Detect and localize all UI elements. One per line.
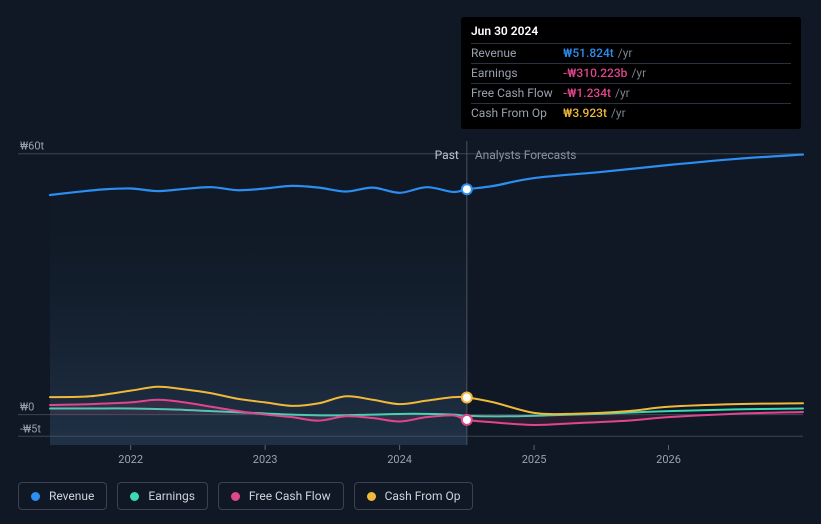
svg-text:₩60t: ₩60t <box>20 140 45 153</box>
tooltip-unit: /yr <box>611 105 626 122</box>
svg-text:₩0: ₩0 <box>20 401 34 414</box>
tooltip-metric-label: Earnings <box>471 65 563 82</box>
tooltip-row: Revenue₩51.824t/yr <box>471 43 791 63</box>
tooltip-unit: /yr <box>618 45 633 62</box>
chart-tooltip: Jun 30 2024 Revenue₩51.824t/yrEarnings-₩… <box>461 17 801 129</box>
svg-text:2025: 2025 <box>522 453 547 466</box>
legend-label: Revenue <box>49 489 94 503</box>
svg-text:-₩5t: -₩5t <box>20 422 41 435</box>
tooltip-metric-value: ₩51.824t <box>563 45 614 62</box>
legend-label: Cash From Op <box>385 489 461 503</box>
tooltip-row: Earnings-₩310.223b/yr <box>471 63 791 83</box>
legend-item-earnings[interactable]: Earnings <box>117 482 208 510</box>
tooltip-row: Cash From Op₩3.923t/yr <box>471 103 791 123</box>
legend-item-cash_from_op[interactable]: Cash From Op <box>354 482 474 510</box>
chart-legend: Revenue Earnings Free Cash Flow Cash From O… <box>18 482 473 510</box>
svg-text:2022: 2022 <box>118 453 143 466</box>
svg-text:2024: 2024 <box>387 453 412 466</box>
tooltip-metric-value: -₩1.234t <box>563 85 611 102</box>
tooltip-unit: /yr <box>615 85 630 102</box>
svg-text:Analysts Forecasts: Analysts Forecasts <box>475 148 577 162</box>
tooltip-metric-label: Cash From Op <box>471 105 563 122</box>
tooltip-metric-value: -₩310.223b <box>563 65 627 82</box>
tooltip-date: Jun 30 2024 <box>471 23 791 43</box>
legend-swatch <box>231 492 240 501</box>
legend-swatch <box>31 492 40 501</box>
legend-label: Earnings <box>148 489 195 503</box>
legend-item-free_cash_flow[interactable]: Free Cash Flow <box>218 482 344 510</box>
tooltip-metric-label: Free Cash Flow <box>471 85 563 102</box>
svg-text:2026: 2026 <box>656 453 681 466</box>
legend-swatch <box>367 492 376 501</box>
tooltip-metric-label: Revenue <box>471 45 563 62</box>
legend-swatch <box>130 492 139 501</box>
svg-text:2023: 2023 <box>253 453 278 466</box>
legend-item-revenue[interactable]: Revenue <box>18 482 107 510</box>
tooltip-row: Free Cash Flow-₩1.234t/yr <box>471 83 791 103</box>
tooltip-unit: /yr <box>631 65 646 82</box>
svg-text:Past: Past <box>435 148 459 162</box>
legend-label: Free Cash Flow <box>249 489 331 503</box>
tooltip-metric-value: ₩3.923t <box>563 105 607 122</box>
